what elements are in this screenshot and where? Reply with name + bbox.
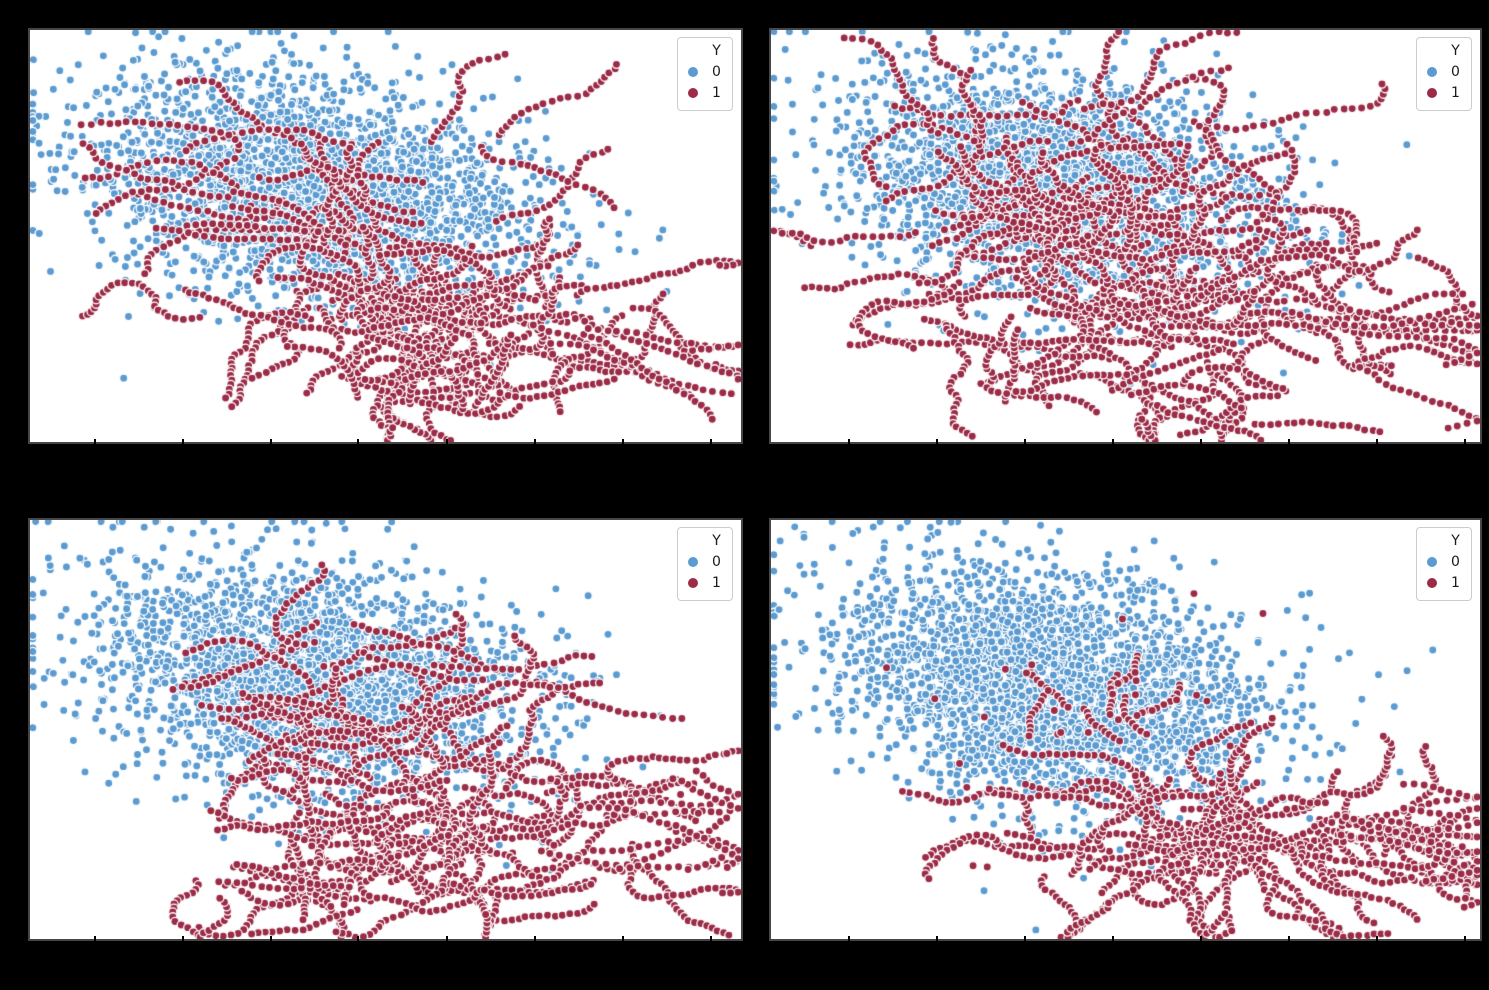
x-axis-tick-mark <box>1464 439 1467 445</box>
x-axis-tick-mark <box>1376 936 1379 942</box>
legend-entry-class0: 0 <box>1427 62 1461 82</box>
x-axis-tick-mark <box>1112 439 1115 445</box>
class1-marker-icon <box>1427 578 1437 588</box>
x-axis-tick-mark <box>621 936 624 942</box>
x-axis-tick-mark <box>1200 439 1203 445</box>
x-axis-tick-mark <box>621 439 624 445</box>
x-axis-tick-mark <box>1376 439 1379 445</box>
x-axis-tick-mark <box>357 439 360 445</box>
legend-entry-label: 0 <box>712 64 721 80</box>
legend-title: Y <box>712 533 721 549</box>
legend-entry-class0: 0 <box>688 552 722 572</box>
x-axis-tick-mark <box>1288 439 1291 445</box>
x-axis-tick-mark <box>357 936 360 942</box>
x-axis-tick-mark <box>1200 936 1203 942</box>
x-axis-tick-mark <box>270 936 273 942</box>
legend-entry-label: 1 <box>712 85 721 101</box>
scatter-plot-canvas-top-right <box>771 30 1480 442</box>
legend-entry-label: 0 <box>1451 64 1460 80</box>
x-axis-tick-mark <box>935 439 938 445</box>
legend-title-row: Y <box>688 531 722 551</box>
x-axis-tick-mark <box>93 936 96 942</box>
x-axis-tick-mark <box>1112 936 1115 942</box>
legend-entry-label: 0 <box>712 554 721 570</box>
x-axis-tick-mark <box>533 439 536 445</box>
legend-box: Y 0 1 <box>677 527 733 601</box>
x-axis-tick-mark <box>533 936 536 942</box>
x-axis-tick-mark <box>445 936 448 942</box>
legend-entry-class0: 0 <box>1427 552 1461 572</box>
x-axis-tick-mark <box>847 936 850 942</box>
legend-box: Y 0 1 <box>1416 37 1472 111</box>
legend-box: Y 0 1 <box>1416 527 1472 601</box>
legend-entry-label: 1 <box>1451 85 1460 101</box>
class0-marker-icon <box>688 67 698 77</box>
x-axis-tick-mark <box>181 936 184 942</box>
class0-marker-icon <box>1427 67 1437 77</box>
x-axis-tick-mark <box>1464 936 1467 942</box>
scatter-panel-bottom-right: Y 0 1 <box>769 518 1482 942</box>
legend-title-row: Y <box>1427 41 1461 61</box>
x-axis-tick-mark <box>93 439 96 445</box>
x-axis-tick-mark <box>710 439 713 445</box>
scatter-plot-canvas-top-left <box>30 30 741 442</box>
x-axis-tick-mark <box>935 936 938 942</box>
legend-entry-class1: 1 <box>1427 573 1461 593</box>
x-axis-tick-mark <box>710 936 713 942</box>
legend-entry-class0: 0 <box>688 62 722 82</box>
scatter-plot-canvas-bottom-left <box>30 520 741 939</box>
scatter-panel-top-left: Y 0 1 <box>28 28 743 445</box>
legend-title: Y <box>712 43 721 59</box>
legend-title-row: Y <box>688 41 722 61</box>
legend-title-row: Y <box>1427 531 1461 551</box>
scatter-panel-top-right: Y 0 1 <box>769 28 1482 445</box>
legend-entry-class1: 1 <box>688 83 722 103</box>
legend-title: Y <box>1451 533 1460 549</box>
x-axis-tick-mark <box>847 439 850 445</box>
x-axis-tick-mark <box>270 439 273 445</box>
x-axis-tick-mark <box>1023 936 1026 942</box>
legend-entry-class1: 1 <box>688 573 722 593</box>
class1-marker-icon <box>1427 88 1437 98</box>
scatter-panel-bottom-left: Y 0 1 <box>28 518 743 942</box>
x-axis-tick-mark <box>1288 936 1291 942</box>
class1-marker-icon <box>688 578 698 588</box>
x-axis-tick-mark <box>1023 439 1026 445</box>
x-axis-tick-mark <box>445 439 448 445</box>
x-axis-tick-mark <box>181 439 184 445</box>
legend-entry-label: 1 <box>712 575 721 591</box>
class0-marker-icon <box>1427 557 1437 567</box>
legend-entry-label: 1 <box>1451 575 1460 591</box>
legend-title: Y <box>1451 43 1460 59</box>
legend-entry-label: 0 <box>1451 554 1460 570</box>
class0-marker-icon <box>688 557 698 567</box>
class1-marker-icon <box>688 88 698 98</box>
legend-entry-class1: 1 <box>1427 83 1461 103</box>
legend-box: Y 0 1 <box>677 37 733 111</box>
scatter-plot-canvas-bottom-right <box>771 520 1480 939</box>
